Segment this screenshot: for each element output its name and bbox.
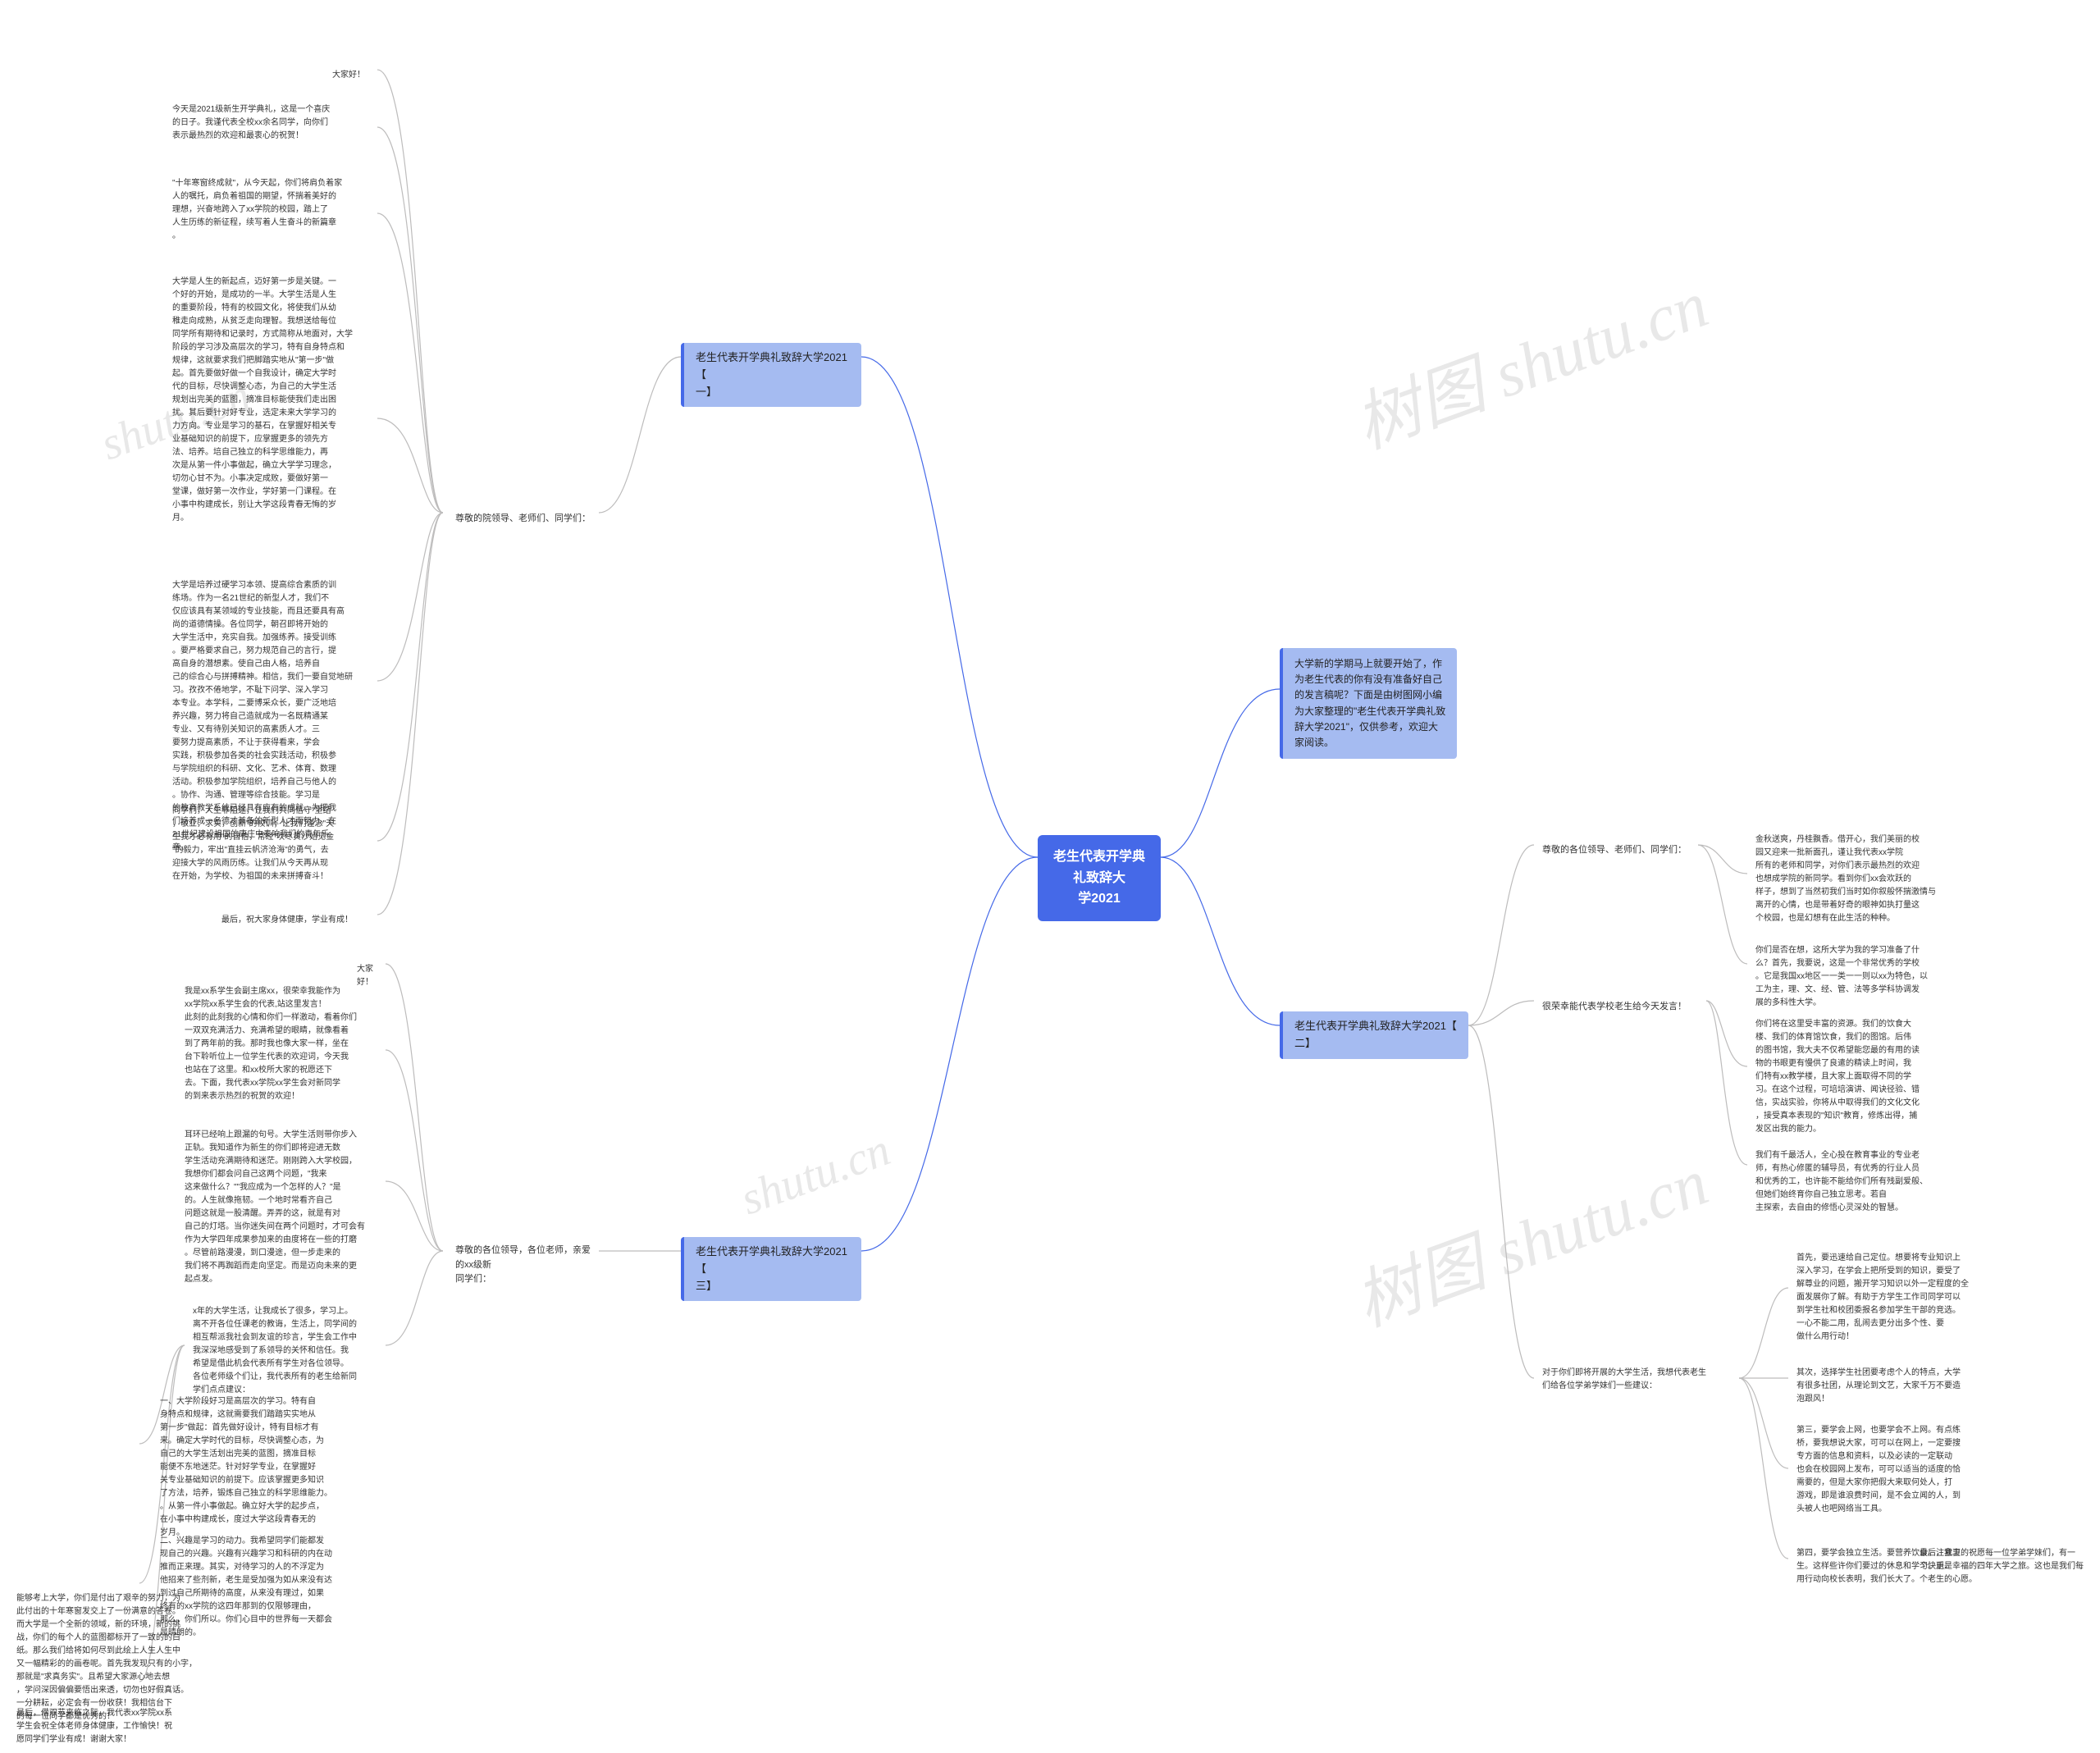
s1-p3: 大学是人生的新起点，迈好第一步是关键。一 个好的开始，是成功的一半。大学生活是人… bbox=[164, 271, 361, 530]
s3-b1: 一、大学阶段好习是高层次的学习。特有自 身特点和规律，这就需要我们踏踏实实地从 … bbox=[152, 1390, 340, 1545]
s3-p3: x年的大学生活，让我成长了很多，学习上。 离不开各位任课老的教诲，生活上，同学间… bbox=[185, 1300, 365, 1402]
s1-p5: 同学们，人生非阻途，让我们共同信守"坚结 ，敬业，求实，创新"的校训；让我们谨念… bbox=[164, 800, 342, 888]
s2-last: 最后，我衷的祝愿每一位学弟学妹们，有一 个快乐、幸福的四年大学之旅。这也是我们每… bbox=[1911, 1542, 2092, 1591]
section-2-title: 老生代表开学典礼致辞大学2021【 二】 bbox=[1280, 1011, 1468, 1059]
s2-advice-head: 对于你们即将开展的大学生活，我想代表老生 们给各位学弟学妹们一些建议： bbox=[1534, 1362, 1714, 1398]
s2-p1: 金秋送爽，丹桂飘香。借开心，我们美丽的校 园又迎来一批新面孔，谨让我代表xx学院… bbox=[1747, 829, 1944, 930]
s2-a2: 其次，选择学生社团要考虑个人的特点，大学 有很多社团，从理论到文艺，大家千万不要… bbox=[1788, 1362, 1969, 1411]
s3-p1: 我是xx系学生会副主席xx，很荣幸我能作为 xx学院xx系学生会的代表,站这里发… bbox=[176, 980, 365, 1108]
s3-greeting: 尊敬的各位领导，各位老师，亲爱的xx级新 同学们： bbox=[447, 1239, 599, 1292]
watermark: 树图 shutu.cn bbox=[1340, 252, 1719, 468]
watermark: 树图 shutu.cn bbox=[1340, 1130, 1719, 1345]
watermark: shutu.cn bbox=[734, 1124, 897, 1226]
s2-p4: 我们有千最活人，全心投在教育事业的专业老 师，有热心修匿的辅导员，有优秀的行业人… bbox=[1747, 1144, 1936, 1220]
s2-a1: 首先，要迅速给自己定位。想要将专业知识上 深入学习，在学会上把所受到的知识，要受… bbox=[1788, 1247, 1977, 1349]
s3-b3b: 最后，借双节来临之际，我代表xx学院xx系 学生会祝全体老师身体健康，工作愉快！… bbox=[8, 1702, 180, 1751]
s1-p6: 最后，祝大家身体健康，学业有成！ bbox=[213, 909, 361, 932]
section-1-title: 老生代表开学典礼致辞大学2021【 一】 bbox=[681, 343, 861, 407]
s1-greeting: 尊敬的院领导、老师们、同学们： bbox=[447, 507, 599, 532]
s1-p0: 大家好！ bbox=[234, 64, 373, 87]
center-node: 老生代表开学典礼致辞大 学2021 bbox=[1038, 835, 1161, 921]
s2-greeting: 尊敬的各位领导、老师们、同学们： bbox=[1534, 838, 1695, 863]
s2-p2: 你们是否在想，这所大学为我的学习准备了什 么？首先，我要说，这是一个非常优秀的学… bbox=[1747, 939, 1936, 1015]
s2-honor: 很荣幸能代表学校老生给今天发言！ bbox=[1534, 995, 1695, 1020]
s1-p1: 今天是2021级新生开学典礼，这是一个喜庆 的日子。我谨代表全校xx余名同学，向… bbox=[164, 98, 338, 148]
section-3-title: 老生代表开学典礼致辞大学2021【 三】 bbox=[681, 1237, 861, 1301]
s2-a3: 第三，要学会上网，也要学会不上网。有点练 桥，要我想说大家，可可以在网上，一定要… bbox=[1788, 1419, 1969, 1521]
s2-p3: 你们将在这里受丰富的资源。我们的饮食大 楼、我们的体育馆饮食，我们的图馆。后伟 … bbox=[1747, 1013, 1928, 1141]
intro-quote: 大学新的学期马上就要开始了，作 为老生代表的你有没有准备好自己 的发言稿呢？下面… bbox=[1280, 648, 1457, 759]
s1-p2: "十年寒窗终成就"，从今天起，你们将肩负着家 人的嘱托，肩负着祖国的期望，怀揣着… bbox=[164, 172, 350, 248]
s3-p2: 耳环已经响上跟漏的句号。大学生活则带你步入 正轨。我知道作为新生的你们即将迎进无… bbox=[176, 1124, 373, 1291]
